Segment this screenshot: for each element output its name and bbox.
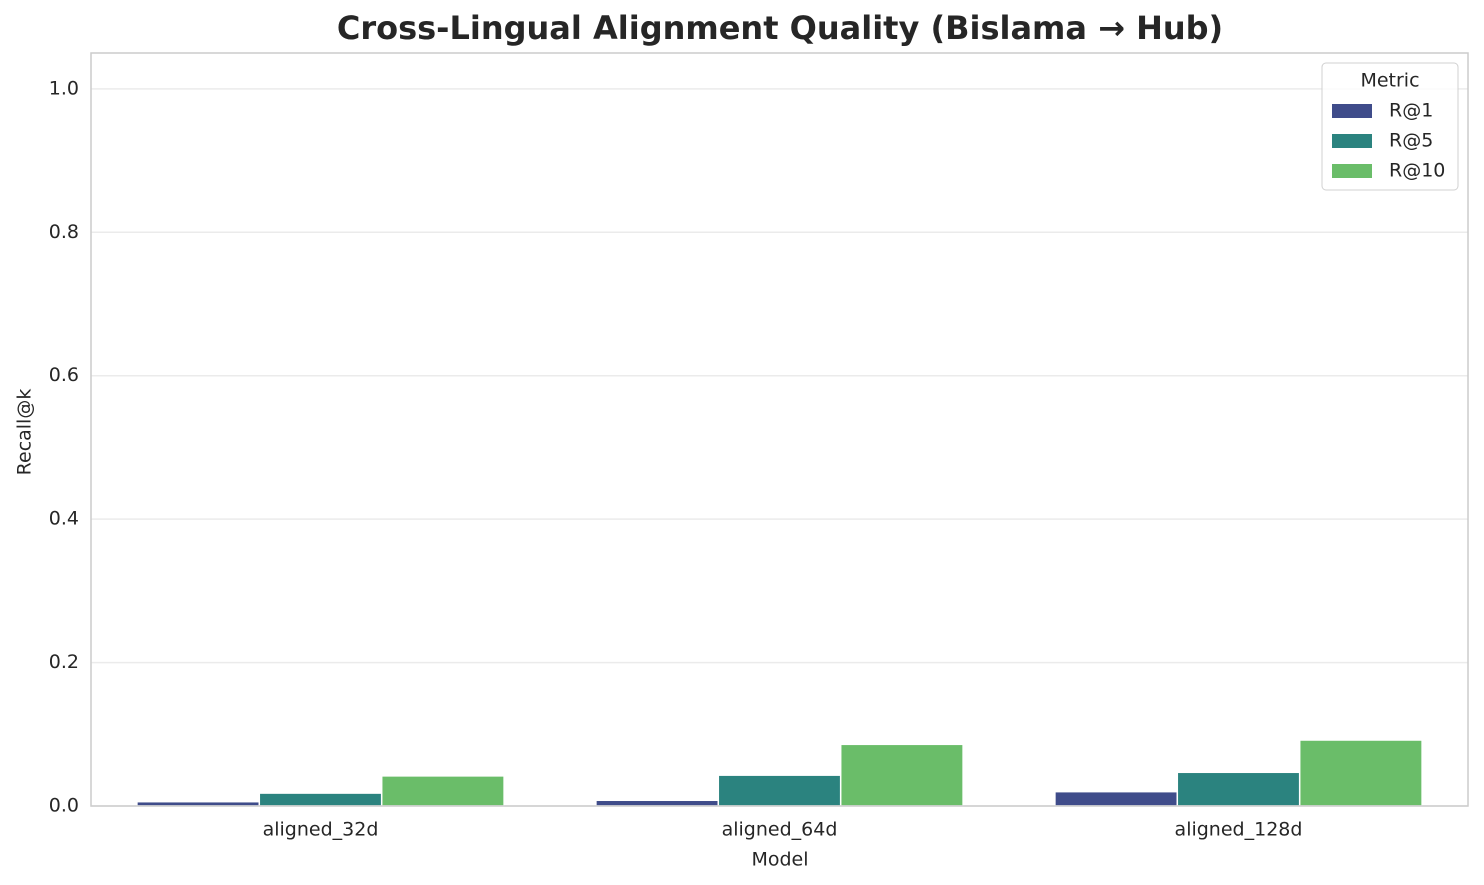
legend-box — [1321, 62, 1459, 191]
legend-label: R@5 — [1389, 130, 1433, 152]
bar — [839, 743, 964, 807]
legend-label: R@10 — [1389, 160, 1445, 182]
y-tick-label: 0.6 — [49, 364, 79, 386]
x-tick-label: aligned_64d — [722, 819, 838, 841]
x-tick-label: aligned_128d — [1175, 819, 1303, 841]
bar — [717, 774, 842, 807]
legend-label: R@1 — [1389, 100, 1433, 122]
chart-title: Cross-Lingual Alignment Quality (Bislama… — [337, 9, 1223, 47]
x-tick-label: aligned_32d — [263, 819, 379, 841]
bar — [380, 775, 505, 807]
bar — [1298, 739, 1423, 807]
legend-swatch — [1332, 104, 1372, 118]
y-axis-label: Recall@k — [14, 389, 36, 476]
y-tick-label: 1.0 — [49, 77, 79, 99]
x-axis-label: Model — [751, 849, 808, 871]
legend-swatch — [1332, 164, 1372, 178]
bar — [1054, 790, 1179, 807]
legend: Metric R@1 R@5 R@10 — [1321, 62, 1459, 191]
y-tick-label: 0.2 — [49, 651, 79, 673]
bar — [258, 792, 383, 807]
plot-frame — [90, 52, 1469, 807]
legend-swatch — [1332, 134, 1372, 148]
y-tick-label: 0.4 — [49, 508, 79, 530]
legend-title: Metric — [1360, 70, 1419, 92]
bar — [595, 799, 720, 807]
bar — [1176, 771, 1301, 807]
y-tick-label: 0.8 — [49, 221, 79, 243]
y-tick-label: 0.0 — [49, 795, 79, 817]
